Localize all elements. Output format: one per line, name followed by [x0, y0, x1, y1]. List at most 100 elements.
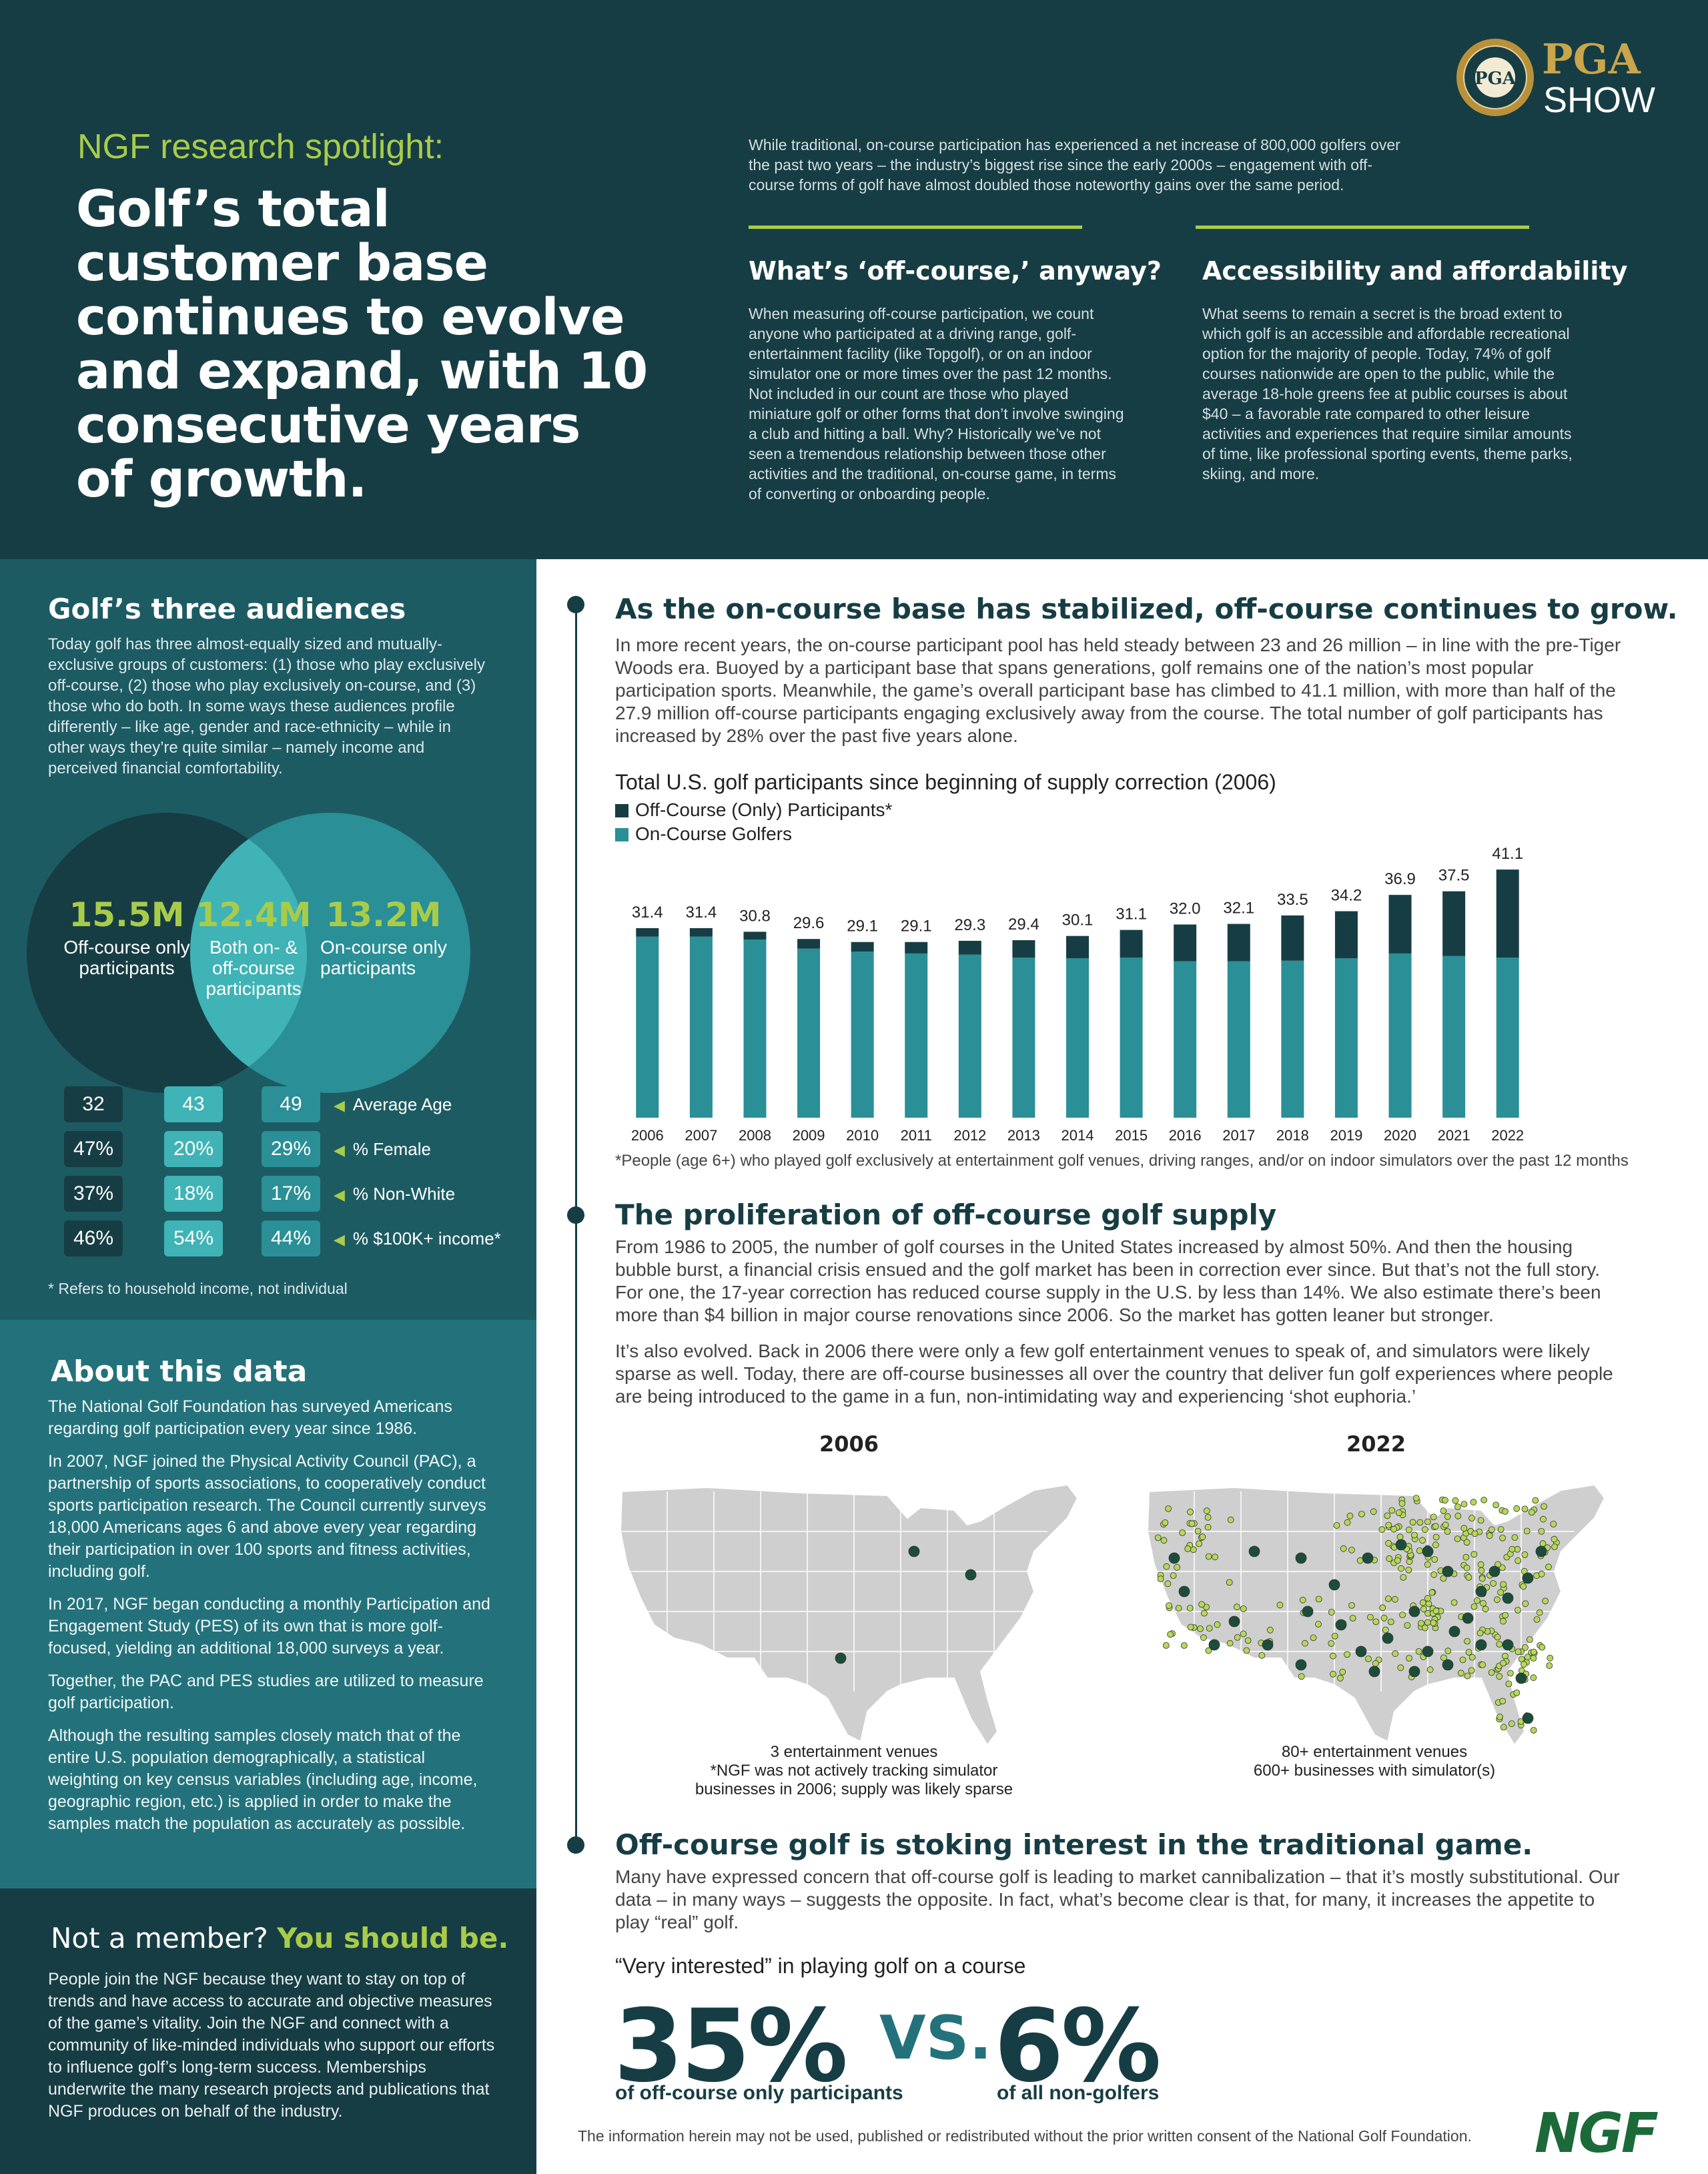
simulator-marker [1497, 1714, 1503, 1720]
simulator-marker [1460, 1525, 1468, 1532]
simulator-marker [1404, 1621, 1411, 1629]
simulator-marker [1227, 1516, 1234, 1523]
venue-marker [1295, 1659, 1307, 1671]
profile-value: 17% [262, 1176, 320, 1212]
simulator-marker [1418, 1619, 1424, 1627]
map-caption-2006: 3 entertainment venues *NGF was not activ… [695, 1743, 1013, 1798]
simulator-marker [1212, 1553, 1218, 1561]
page-title: Golf’s total customer base continues to … [76, 179, 648, 508]
simulator-marker [1205, 1553, 1212, 1560]
venue-marker [1302, 1605, 1314, 1617]
x-tick-label: 2014 [1061, 1127, 1094, 1144]
simulator-marker [1204, 1523, 1212, 1531]
venue-marker [1362, 1552, 1374, 1564]
simulator-marker [1372, 1660, 1379, 1667]
bar-on-course-2016 [1174, 961, 1197, 1118]
simulator-marker [1405, 1566, 1412, 1573]
simulator-marker [1490, 1579, 1497, 1587]
simulator-marker [1496, 1641, 1503, 1648]
simulator-marker [1524, 1654, 1531, 1661]
simulator-marker [1496, 1673, 1503, 1680]
bar-total-label: 31.1 [1116, 905, 1147, 924]
simulator-marker [1502, 1508, 1509, 1515]
simulator-marker [1398, 1565, 1405, 1572]
us-outline [619, 1483, 1079, 1746]
simulator-marker [1410, 1531, 1418, 1539]
x-tick-label: 2021 [1438, 1127, 1470, 1144]
x-tick-label: 2017 [1222, 1127, 1255, 1144]
timeline-dot [567, 596, 584, 613]
bar-off-course-2016 [1174, 924, 1197, 962]
bar-off-course-2011 [905, 942, 928, 954]
simulator-marker [1194, 1527, 1202, 1535]
simulator-marker [1419, 1599, 1426, 1606]
simulator-marker [1201, 1609, 1208, 1617]
venue-marker [1422, 1545, 1434, 1557]
membership-panel: Not a member? You should be. People join… [0, 1888, 536, 2174]
simulator-marker [1532, 1497, 1539, 1504]
simulator-marker [1336, 1674, 1344, 1682]
bar-total-label: 29.1 [901, 918, 932, 936]
simulator-marker [1457, 1670, 1464, 1677]
venue-marker [965, 1569, 977, 1581]
income-footnote: * Refers to household income, not indivi… [48, 1280, 348, 1297]
timeline-dot [567, 1206, 584, 1224]
simulator-marker [1471, 1530, 1478, 1537]
interest-stat-label: “Very interested” in playing golf on a c… [615, 1954, 1026, 1978]
venue-marker [1295, 1552, 1307, 1564]
x-tick-label: 2006 [631, 1127, 664, 1144]
simulator-marker [1432, 1541, 1439, 1549]
simulator-marker [1465, 1649, 1472, 1656]
simulator-marker [1388, 1507, 1396, 1514]
bar-on-course-2008 [743, 940, 767, 1118]
simulator-marker [1470, 1603, 1478, 1610]
bar-on-course-2022 [1496, 958, 1519, 1118]
venue-marker [835, 1652, 847, 1664]
simulator-marker [1197, 1625, 1204, 1632]
simulator-marker [1298, 1673, 1305, 1680]
simulator-marker [1536, 1609, 1543, 1616]
bar-on-course-2006 [636, 936, 659, 1118]
bar-off-course-2020 [1388, 895, 1412, 954]
bar-off-course-2015 [1120, 930, 1143, 958]
simulator-marker [1240, 1605, 1247, 1612]
simulator-marker [1315, 1595, 1322, 1603]
simulator-marker [1551, 1535, 1558, 1543]
simulator-marker [1497, 1589, 1504, 1596]
off-course-label: Off-course only participants [63, 937, 190, 978]
chart-title: Total U.S. golf participants since begin… [615, 770, 1276, 794]
simulator-marker [1162, 1519, 1169, 1526]
simulator-marker [1346, 1512, 1354, 1519]
state-borders [1148, 1491, 1575, 1692]
simulator-marker [1421, 1624, 1428, 1632]
chart-footnote: *People (age 6+) who played golf exclusi… [615, 1152, 1629, 1170]
simulator-marker [1478, 1567, 1485, 1574]
stat-off-course: 35% [614, 1988, 848, 2105]
venue-marker [1535, 1545, 1547, 1557]
bar-off-course-2014 [1066, 936, 1089, 959]
simulator-marker [1538, 1570, 1545, 1577]
simulator-marker [1474, 1597, 1480, 1604]
simulator-marker [1513, 1689, 1521, 1696]
simulator-marker [1186, 1605, 1194, 1611]
simulator-marker [1540, 1515, 1547, 1523]
simulator-marker [1539, 1644, 1546, 1651]
simulator-marker [1509, 1545, 1516, 1553]
simulator-marker [1405, 1526, 1412, 1533]
simulator-marker [1492, 1501, 1500, 1509]
simulator-marker [1199, 1533, 1206, 1541]
section-body: It’s also evolved. Back in 2006 there we… [615, 1341, 1613, 1407]
venue-marker [1502, 1639, 1514, 1651]
simulator-marker [1424, 1595, 1431, 1602]
simulator-marker [1464, 1672, 1471, 1680]
profile-value: 18% [164, 1176, 223, 1212]
about-data-panel: About this data The National Golf Founda… [0, 1320, 536, 1888]
simulator-marker [1340, 1545, 1347, 1552]
about-paragraph: In 2017, NGF began conducting a monthly … [48, 1595, 490, 1658]
simulator-marker [1399, 1611, 1406, 1619]
simulator-marker [1511, 1534, 1519, 1541]
simulator-marker [1530, 1648, 1537, 1656]
venue-marker [1502, 1592, 1514, 1604]
us-map-2006 [619, 1483, 1079, 1746]
simulator-marker [1372, 1618, 1380, 1625]
